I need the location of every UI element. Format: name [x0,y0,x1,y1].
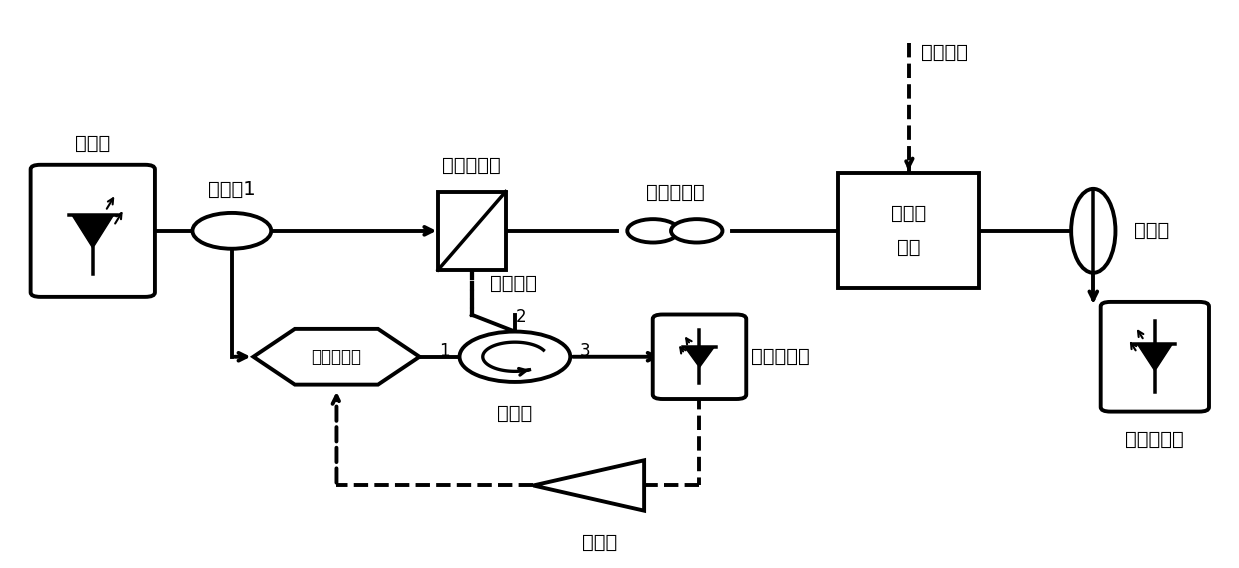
Text: 激光器: 激光器 [76,133,110,152]
Text: 3: 3 [580,342,591,360]
Text: 光电探测器: 光电探测器 [751,347,810,366]
Text: 相位调制器: 相位调制器 [311,348,362,366]
Text: 放大器: 放大器 [582,533,617,552]
Text: 偏振控制器: 偏振控制器 [646,183,704,202]
Polygon shape [533,460,644,511]
FancyBboxPatch shape [653,315,746,399]
Text: 偏振调
制器: 偏振调 制器 [891,204,927,257]
Circle shape [192,213,271,249]
Text: 偏振耦合器: 偏振耦合器 [442,156,502,175]
Polygon shape [72,215,114,248]
Text: 2: 2 [515,308,527,326]
Circle shape [460,332,570,382]
Text: 耦合器1: 耦合器1 [208,180,255,199]
Text: 偏振器: 偏振器 [1134,222,1170,240]
Text: 光纤光栅: 光纤光栅 [491,274,538,293]
FancyBboxPatch shape [1100,302,1209,412]
Circle shape [672,219,722,243]
Ellipse shape [1072,189,1115,273]
Polygon shape [1137,344,1172,371]
Text: 光电探测器: 光电探测器 [1125,429,1184,449]
Polygon shape [685,347,714,367]
Circle shape [627,219,679,243]
FancyBboxPatch shape [31,165,155,297]
Bar [437,191,506,270]
Text: 1: 1 [439,342,450,360]
Text: 编码信号: 编码信号 [921,43,968,62]
Text: 环行器: 环行器 [497,404,533,423]
Polygon shape [254,329,420,385]
Bar [838,173,980,288]
